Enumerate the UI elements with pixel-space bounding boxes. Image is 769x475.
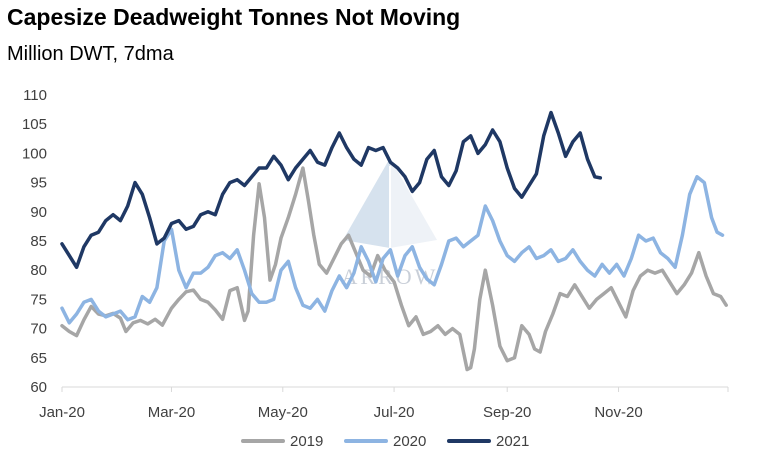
chart-subtitle: Million DWT, 7dma <box>7 43 174 65</box>
x-tick-label: Jul-20 <box>374 404 415 421</box>
y-tick-label: 90 <box>30 204 47 221</box>
x-tick-label: Jan-20 <box>39 404 85 421</box>
watermark-sail-right <box>390 158 437 248</box>
x-tick-label: May-20 <box>258 404 308 421</box>
series-line-2021 <box>60 110 603 270</box>
y-tick-label: 80 <box>30 262 47 279</box>
chart-title: Capesize Deadweight Tonnes Not Moving <box>7 4 461 30</box>
legend-label-2020: 2020 <box>393 433 426 450</box>
series-line-2019 <box>60 166 728 372</box>
legend: 2019 2020 2021 <box>241 433 529 450</box>
y-tick-label: 110 <box>23 87 47 104</box>
series-lines <box>60 110 728 372</box>
y-tick-label: 100 <box>22 145 47 162</box>
y-tick-label: 75 <box>30 291 47 308</box>
x-tick-label: Sep-20 <box>483 404 531 421</box>
y-tick-label: 105 <box>22 116 47 133</box>
x-axis: Jan-20 Mar-20 May-20 Jul-20 Sep-20 Nov-20 <box>39 387 729 421</box>
y-tick-label: 65 <box>30 350 47 367</box>
legend-label-2019: 2019 <box>290 433 323 450</box>
series-line-2020 <box>60 175 725 325</box>
legend-label-2021: 2021 <box>496 433 529 450</box>
x-tick-label: Nov-20 <box>594 404 642 421</box>
y-tick-label: 85 <box>30 233 47 250</box>
y-tick-label: 70 <box>30 321 47 338</box>
x-tick-label: Mar-20 <box>148 404 196 421</box>
watermark-sail-left <box>343 158 390 248</box>
y-tick-label: 60 <box>30 379 47 396</box>
y-tick-label: 95 <box>30 175 47 192</box>
y-axis: 60 65 70 75 80 85 90 95 100 105 110 <box>22 87 47 396</box>
